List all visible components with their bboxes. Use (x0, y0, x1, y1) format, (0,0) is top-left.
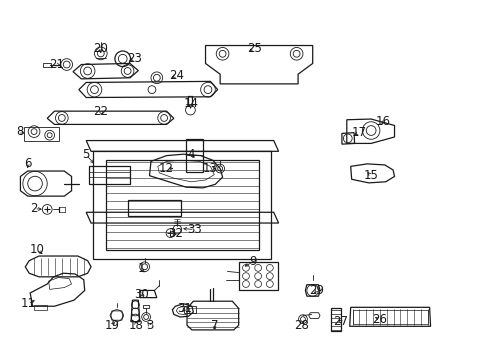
Text: 9: 9 (249, 255, 257, 268)
Text: 13: 13 (203, 162, 217, 175)
Text: 5: 5 (82, 148, 90, 161)
Text: 32: 32 (167, 226, 183, 239)
Text: 27: 27 (333, 315, 348, 328)
Text: 22: 22 (93, 105, 108, 118)
Text: 20: 20 (93, 41, 108, 54)
Text: 21: 21 (49, 58, 64, 71)
Text: 4: 4 (187, 148, 194, 161)
Text: 29: 29 (308, 284, 324, 297)
Text: 6: 6 (24, 157, 31, 170)
Text: 33: 33 (187, 223, 202, 236)
Text: 10: 10 (30, 243, 45, 256)
Text: 28: 28 (294, 319, 309, 332)
Text: 16: 16 (375, 116, 390, 129)
Text: 23: 23 (127, 52, 142, 65)
Text: 17: 17 (351, 126, 366, 139)
Text: 12: 12 (159, 162, 174, 175)
Text: 2: 2 (30, 202, 38, 215)
Text: 19: 19 (104, 319, 119, 332)
Text: 7: 7 (210, 319, 218, 332)
Text: 25: 25 (246, 41, 261, 54)
Text: 3: 3 (145, 319, 153, 332)
Text: 26: 26 (372, 312, 386, 326)
Text: 30: 30 (134, 288, 148, 301)
Text: 31: 31 (177, 302, 192, 315)
Text: 1: 1 (137, 262, 144, 275)
Text: 8: 8 (17, 125, 24, 138)
Text: 24: 24 (168, 69, 183, 82)
Text: 14: 14 (183, 98, 198, 111)
Text: 18: 18 (129, 319, 143, 332)
Text: 15: 15 (363, 169, 378, 182)
Text: 11: 11 (20, 297, 35, 310)
